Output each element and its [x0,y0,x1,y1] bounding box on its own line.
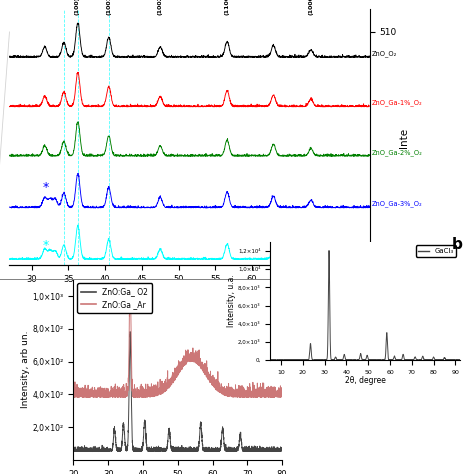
Text: b: b [451,237,462,252]
X-axis label: 2θ, degree: 2θ, degree [345,376,385,385]
Text: (1000): (1000) [309,0,313,15]
Line: ZnO:Ga _Ar: ZnO:Ga _Ar [73,283,282,398]
ZnO:Ga _Ar [275,395,281,401]
Legend: GaCl₃: GaCl₃ [416,245,456,257]
ZnO:Ga_ O2 [275,448,281,454]
ZnO:Ga _Ar [71,391,76,396]
Text: (1001): (1001) [106,0,111,15]
Text: ZnO_O₂: ZnO_O₂ [372,50,397,57]
ZnO:Ga_ O2 [160,446,165,452]
ZnO:Ga _Ar [151,386,156,392]
ZnO:Ga _Ar [98,395,104,401]
ZnO:Ga _Ar [160,388,165,393]
ZnO:Ga _Ar [279,392,285,397]
ZnO:Ga_ O2 [94,448,100,454]
Text: *: * [43,181,49,194]
Y-axis label: Intensity, arb un.: Intensity, arb un. [21,331,30,409]
X-axis label: 2θ, degree: 2θ, degree [154,287,225,300]
ZnO:Ga_ O2 [71,446,76,452]
Line: ZnO:Ga_ O2: ZnO:Ga_ O2 [73,332,282,452]
ZnO:Ga _Ar [107,391,112,397]
Text: ZnO_Ga-5%_O₂: ZnO_Ga-5%_O₂ [372,252,423,259]
Text: (1002): (1002) [158,0,163,15]
ZnO:Ga_ O2 [107,448,112,454]
ZnO:Ga _Ar [253,389,258,395]
ZnO:Ga _Ar [127,280,133,286]
Legend: ZnO:Ga_ O2, ZnO:Ga _Ar: ZnO:Ga_ O2, ZnO:Ga _Ar [77,283,152,313]
ZnO:Ga_ O2 [269,449,275,455]
Text: ZnO_Ga-2%_O₂: ZnO_Ga-2%_O₂ [372,149,423,155]
ZnO:Ga_ O2 [253,448,258,454]
Text: ZnO_Ga-3%_O₂: ZnO_Ga-3%_O₂ [372,201,423,207]
Y-axis label: Inte: Inte [400,128,410,147]
Text: *: * [43,239,49,252]
Text: ZnO_Ga-1%_O₂: ZnO_Ga-1%_O₂ [372,100,423,106]
Y-axis label: Intensity, u.a.: Intensity, u.a. [228,274,237,328]
ZnO:Ga_ O2 [279,446,285,452]
ZnO:Ga _Ar [94,394,100,400]
ZnO:Ga_ O2 [151,448,156,454]
ZnO:Ga_ O2 [127,329,133,335]
Text: (100): (100) [74,0,80,15]
Text: (1100): (1100) [225,0,229,15]
